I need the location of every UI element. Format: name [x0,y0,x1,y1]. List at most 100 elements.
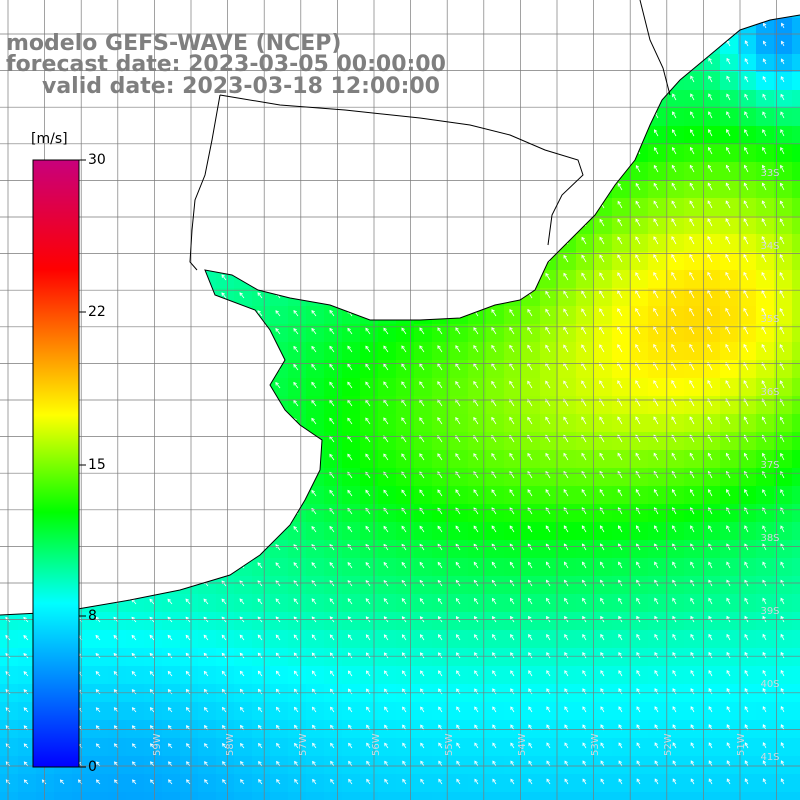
wind-arrow [23,203,29,209]
wind-arrow [131,238,137,245]
wind-arrow [672,670,677,677]
wind-arrow [690,525,695,533]
wind-arrow [617,471,623,479]
wind-arrow [780,543,785,551]
wind-arrow [455,202,461,209]
wind-arrow [401,184,407,191]
wind-arrow [635,362,641,371]
wind-arrow [311,22,317,29]
wind-arrow [653,254,659,263]
wind-arrow [347,148,353,155]
wind-arrow [509,471,515,479]
wind-arrow [563,183,569,191]
wind-arrow [186,779,191,785]
wind-arrow [132,761,137,767]
wind-arrow [113,671,119,677]
wind-arrow [383,598,389,605]
wind-arrow [492,670,497,677]
wind-arrow [366,5,370,10]
wind-arrow [762,129,767,137]
wind-arrow [420,40,425,47]
wind-arrow [168,689,173,695]
wind-arrow [167,671,173,677]
wind-arrow [95,653,101,659]
wind-arrow [492,688,497,695]
wind-arrow [203,490,209,497]
wind-arrow [275,148,281,155]
wind-arrow [186,743,191,749]
wind-arrow [239,256,245,263]
wind-arrow [545,489,551,497]
wind-arrow [474,166,479,173]
wind-arrow [726,616,731,623]
wind-arrow [131,112,137,119]
wind-arrow [221,364,227,371]
wind-arrow [348,22,353,29]
wind-arrow [23,743,29,749]
wind-arrow [131,256,137,263]
wind-arrow [222,5,226,10]
wind-arrow [438,5,442,10]
wind-arrow [383,489,389,497]
wind-arrow [618,40,623,47]
wind-arrow [635,290,641,299]
wind-arrow [492,22,497,29]
wind-arrow [347,130,353,137]
wind-arrow [239,490,245,497]
wind-arrow [420,706,425,713]
wind-arrow [419,417,425,425]
wind-arrow [780,616,785,623]
wind-arrow [527,399,533,407]
wind-arrow [690,58,695,65]
wind-arrow [293,454,299,461]
wind-arrow [60,5,64,10]
wind-arrow [492,706,497,713]
wind-arrow [204,779,209,785]
wind-arrow [708,22,713,29]
wind-arrow [365,562,371,569]
wind-arrow [635,165,641,173]
wind-arrow [23,599,29,605]
wind-arrow [221,526,227,533]
wind-arrow [167,346,173,353]
wind-arrow [240,743,245,749]
wind-arrow [330,707,335,713]
wind-arrow [258,779,263,785]
wind-arrow [149,328,155,335]
wind-arrow [636,129,641,137]
wind-arrow [600,760,605,767]
wind-arrow [239,238,245,245]
wind-arrow [311,166,317,173]
longitude-label: 57W [298,733,309,756]
wind-arrow [708,489,713,497]
wind-arrow [23,635,29,641]
wind-arrow [725,308,731,317]
longitude-label: 51W [736,733,747,756]
wind-arrow [582,706,587,713]
wind-arrow [726,129,731,137]
wind-arrow [618,706,623,713]
wind-arrow [600,129,605,137]
wind-arrow [762,652,767,659]
wind-arrow [600,76,605,83]
wind-arrow [275,652,281,659]
wind-arrow [221,346,227,353]
wind-arrow [509,237,515,245]
wind-arrow [582,147,587,155]
wind-arrow [491,327,497,335]
wind-arrow [761,290,767,299]
wind-arrow [509,345,515,353]
wind-arrow [708,652,713,659]
wind-arrow [383,526,389,533]
wind-arrow [95,364,101,371]
wind-arrow [167,544,173,551]
wind-arrow [725,344,731,353]
wind-arrow [419,598,425,605]
wind-arrow [780,634,785,641]
wind-arrow [167,328,173,335]
wind-arrow [257,292,263,299]
wind-arrow [203,22,209,29]
wind-arrow [113,436,119,443]
wind-arrow [95,418,101,425]
